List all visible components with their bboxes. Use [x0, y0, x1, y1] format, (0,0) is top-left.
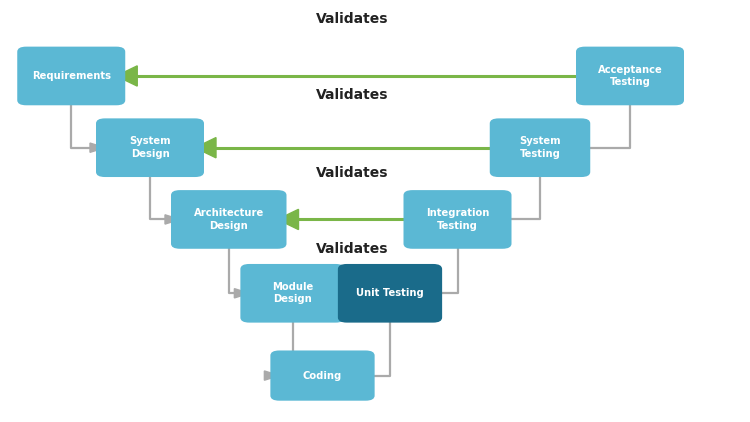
Polygon shape [449, 235, 466, 244]
Text: System
Design: System Design [129, 136, 171, 159]
Polygon shape [264, 371, 279, 380]
Text: Integration
Testing: Integration Testing [426, 208, 489, 231]
Text: System
Testing: System Testing [519, 136, 561, 159]
Text: Unit Testing: Unit Testing [356, 288, 424, 298]
Text: Coding: Coding [303, 371, 342, 381]
FancyBboxPatch shape [270, 350, 375, 401]
Text: Architecture
Design: Architecture Design [194, 208, 264, 231]
Polygon shape [532, 163, 548, 172]
Text: Validates: Validates [316, 166, 388, 180]
FancyBboxPatch shape [576, 47, 684, 106]
Polygon shape [382, 309, 398, 317]
Polygon shape [195, 138, 216, 158]
Text: Acceptance
Testing: Acceptance Testing [598, 65, 662, 87]
Polygon shape [622, 92, 638, 100]
Polygon shape [90, 143, 105, 152]
Polygon shape [234, 289, 249, 298]
Polygon shape [116, 66, 137, 86]
FancyBboxPatch shape [96, 118, 204, 177]
FancyBboxPatch shape [240, 264, 344, 322]
Text: Validates: Validates [316, 88, 388, 102]
FancyBboxPatch shape [338, 264, 442, 322]
Text: Validates: Validates [316, 242, 388, 256]
Text: Validates: Validates [316, 12, 388, 26]
Polygon shape [336, 283, 357, 303]
FancyBboxPatch shape [171, 190, 286, 249]
Polygon shape [165, 215, 180, 224]
Polygon shape [278, 209, 298, 230]
Text: Requirements: Requirements [32, 71, 111, 81]
FancyBboxPatch shape [17, 47, 125, 106]
Text: Module
Design: Module Design [272, 282, 314, 305]
FancyBboxPatch shape [404, 190, 512, 249]
FancyBboxPatch shape [490, 118, 590, 177]
